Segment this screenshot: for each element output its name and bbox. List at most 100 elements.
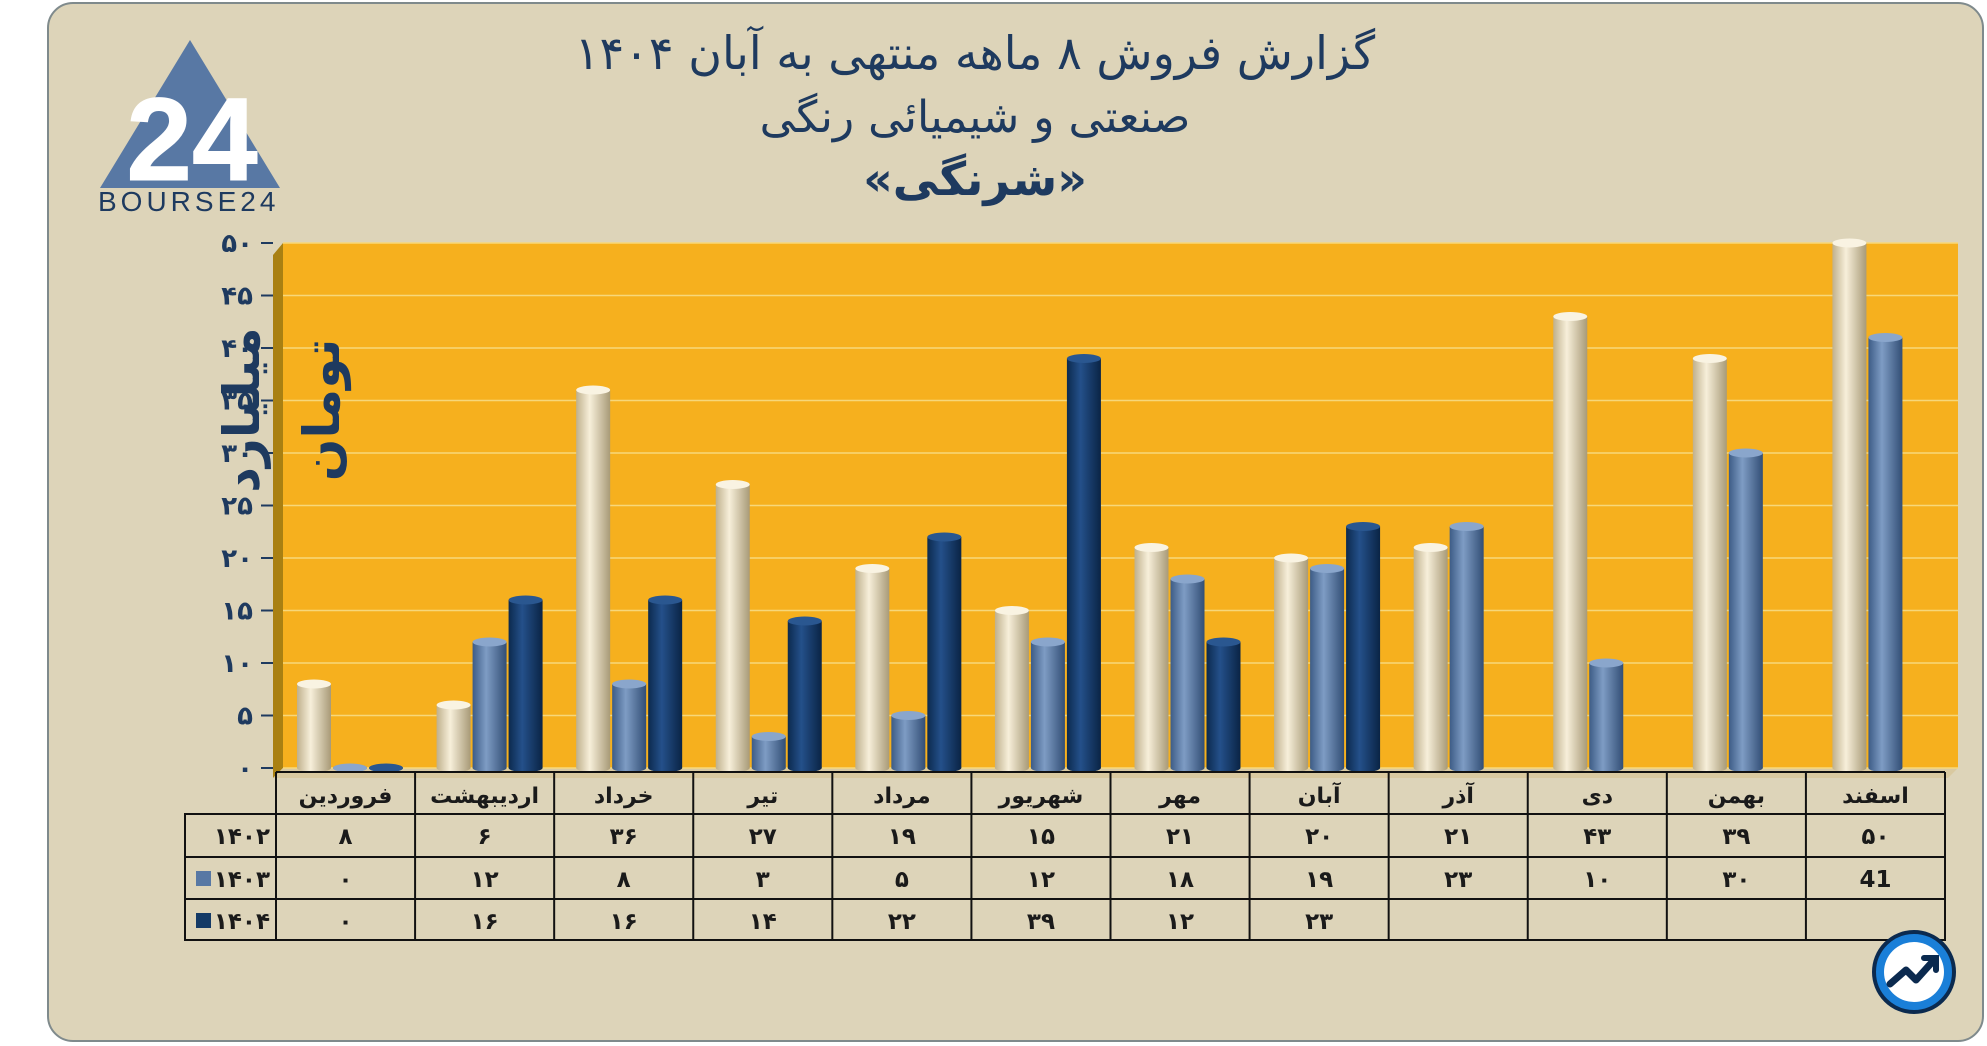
- bar-۱۴۰۳-فروردین: [333, 763, 367, 773]
- table-value: ۸: [617, 867, 631, 893]
- bar-۱۴۰۲-مرداد: [855, 564, 890, 772]
- bar-top: [508, 595, 543, 605]
- bar-۱۴۰۴-مهر: [1206, 637, 1241, 772]
- bar-base: [576, 764, 611, 772]
- bar-۱۴۰۲-شهریور: [994, 606, 1029, 772]
- bar-body: [297, 684, 331, 768]
- bar-top: [1134, 543, 1169, 552]
- bar-۱۴۰۳-شهریور: [1030, 637, 1065, 772]
- bar-top: [648, 595, 683, 605]
- bar-body: [1134, 547, 1169, 768]
- table-month-label: مهر: [1158, 784, 1201, 809]
- table-value: ۱۹: [888, 824, 916, 850]
- bar-۱۴۰۲-بهمن: [1692, 354, 1727, 772]
- bar-base: [508, 764, 543, 772]
- bar-body: [927, 537, 962, 768]
- bar-body: [1346, 526, 1381, 768]
- table-month-label: شهریور: [998, 784, 1084, 809]
- bar-۱۴۰۴-اردیبهشت: [508, 595, 543, 772]
- bar-base: [472, 764, 507, 772]
- legend-label-۱۴۰۲: ۱۴۰۲: [214, 824, 270, 850]
- bourse24-logo: 24: [100, 40, 280, 207]
- y-tick-label: ۱۰: [221, 649, 253, 679]
- bar-body: [751, 736, 786, 768]
- bar-base: [1274, 764, 1309, 772]
- bar-body: [1170, 579, 1205, 768]
- table-value: ۲۲: [888, 909, 916, 935]
- bar-body: [1449, 526, 1484, 768]
- table-value: ۲۰: [1305, 824, 1333, 850]
- bar-base: [787, 764, 822, 772]
- table-value: ۱۲: [471, 867, 499, 893]
- table-value: ۵۰: [1861, 824, 1889, 850]
- bar-top: [751, 732, 786, 741]
- table-value: ۱۹: [1305, 867, 1333, 893]
- bar-۱۴۰۲-فروردین: [297, 679, 331, 772]
- bar-base: [1728, 764, 1763, 772]
- bar-body: [1066, 358, 1101, 768]
- bar-top: [1832, 238, 1867, 248]
- bar-base: [1170, 764, 1205, 772]
- table-month-label: آبان: [1298, 781, 1341, 809]
- legend-key-۱۴۰۴: [196, 913, 211, 928]
- bar-body: [1868, 337, 1903, 768]
- bar-top: [612, 679, 647, 689]
- bar-base: [1832, 764, 1867, 772]
- bar-top: [715, 480, 750, 489]
- table-month-label: اردیبهشت: [430, 784, 539, 809]
- y-tick-label: ۲۰: [221, 544, 253, 574]
- bar-top: [1030, 637, 1065, 647]
- bar-body: [1589, 663, 1624, 768]
- bar-۱۴۰۳-تیر: [751, 732, 786, 772]
- table-value: ۲۱: [1166, 824, 1194, 850]
- bar-۱۴۰۲-اردیبهشت: [436, 700, 471, 772]
- bar-۱۴۰۳-اردیبهشت: [472, 637, 507, 772]
- table-value: ۵: [895, 867, 909, 893]
- bar-top: [1310, 564, 1345, 573]
- bar-۱۴۰۴-فروردین: [369, 763, 403, 773]
- bar-۱۴۰۲-آبان: [1274, 553, 1309, 772]
- table-value: ۶: [478, 824, 492, 850]
- bar-base: [1310, 764, 1345, 772]
- y-tick-label: ۴۵: [221, 282, 253, 312]
- bar-body: [576, 390, 611, 768]
- bar-top: [927, 532, 962, 542]
- bar-۱۴۰۳-مهر: [1170, 574, 1205, 772]
- table-month-label: دی: [1582, 784, 1613, 809]
- table-value: ۸: [339, 824, 353, 850]
- bar-base: [1553, 764, 1588, 772]
- bar-top: [994, 606, 1029, 615]
- bar-۱۴۰۳-آذر: [1449, 522, 1484, 772]
- bar-base: [612, 764, 647, 772]
- bar-body: [1310, 568, 1345, 768]
- bar-top: [1170, 574, 1205, 584]
- bar-top: [369, 763, 403, 773]
- legend-label-۱۴۰۳: ۱۴۰۳: [214, 867, 270, 893]
- table-value: ۱۰: [1583, 867, 1611, 893]
- bar-top: [855, 564, 890, 573]
- bar-top: [436, 700, 471, 710]
- bar-۱۴۰۴-شهریور: [1066, 354, 1101, 772]
- table-value: ۲۳: [1305, 909, 1333, 935]
- table-value: ۱۲: [1027, 867, 1055, 893]
- bar-۱۴۰۴-خرداد: [648, 595, 683, 772]
- y-tick-label: ۴۰: [221, 334, 253, 364]
- bar-base: [927, 764, 962, 772]
- chart-subtitle: صنعتی و شیمیائی رنگی: [759, 92, 1191, 143]
- table-month-label: خرداد: [594, 784, 654, 809]
- bar-۱۴۰۳-مرداد: [891, 711, 926, 772]
- bar-base: [297, 764, 331, 772]
- bar-body: [1030, 642, 1065, 768]
- bar-body: [1832, 243, 1867, 768]
- logo-text: BOURSE24: [98, 186, 280, 217]
- bar-base: [1134, 764, 1169, 772]
- bar-body: [648, 600, 683, 768]
- bar-top: [1728, 448, 1763, 458]
- y-tick-label: ۵۰: [221, 229, 253, 259]
- bar-top: [1206, 637, 1241, 647]
- bar-base: [1449, 764, 1484, 772]
- bar-top: [472, 637, 507, 647]
- bar-base: [1346, 764, 1381, 772]
- table-frame: [184, 813, 1946, 941]
- y-axis-label: میلیارد تومان: [213, 327, 351, 493]
